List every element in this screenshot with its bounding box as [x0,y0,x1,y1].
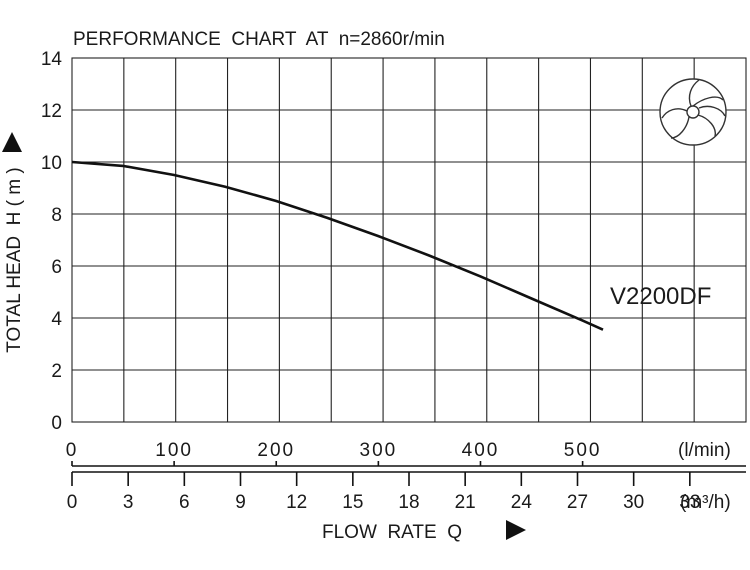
arrow-right-icon [506,520,526,540]
x-tick-label-lmin: 500 [564,440,602,461]
x-tick-label-lmin: 100 [155,440,193,461]
x-tick-label-m3h: 3 [123,492,134,513]
x-tick-labels-m3h: 0 3 6 9 12 15 18 21 24 27 30 33 [67,492,701,513]
x-tick-label-m3h: 0 [67,492,78,513]
x-tick-label-lmin: 400 [462,440,500,461]
x-tick-label-m3h: 18 [398,492,419,513]
y-tick-label: 10 [41,153,62,174]
series-label: V2200DF [610,283,711,310]
x-axis-title: FLOW RATE Q [322,522,462,543]
impeller-icon [659,78,727,146]
y-tick-label: 6 [51,257,62,278]
x-tick-label-m3h: 33 [679,492,700,513]
x-tick-label-m3h: 15 [342,492,363,513]
y-tick-label: 12 [41,101,62,122]
x-tick-labels-lmin: 0 100 200 300 400 500 [66,440,602,461]
grid [71,57,747,423]
x-tick-label-m3h: 30 [623,492,644,513]
y-tick-label: 8 [51,205,62,226]
x-tick-label-lmin: 300 [360,440,398,461]
y-axis-label: TOTAL HEAD H ( m ) [4,167,25,352]
y-tick-label: 0 [51,413,62,434]
y-tick-label: 2 [51,361,62,382]
x-tick-label-lmin: 0 [66,440,79,461]
y-tick-label: 4 [51,309,62,330]
x-tick-label-m3h: 6 [179,492,190,513]
x-tick-label-m3h: 27 [567,492,588,513]
y-tick-labels: 0 2 4 6 8 10 12 14 [41,49,63,434]
x-tick-label-lmin: 200 [257,440,295,461]
chart-title: PERFORMANCE CHART AT n=2860r/min [73,29,445,50]
series-line-v2200df [71,160,604,331]
plot-frame [71,57,747,423]
x-tick-label-m3h: 9 [235,492,246,513]
x-tick-label-m3h: 24 [511,492,533,513]
arrow-up-icon [2,132,22,152]
y-axis-title: TOTAL HEAD H ( m ) [4,167,25,352]
x-unit-lmin: (l/min) [678,440,731,461]
x-tick-label-m3h: 21 [455,492,476,513]
axes [71,461,746,486]
x-tick-label-m3h: 12 [286,492,307,513]
x-unit-m3h: (m³/h) [680,492,731,513]
y-tick-label: 14 [41,49,63,70]
